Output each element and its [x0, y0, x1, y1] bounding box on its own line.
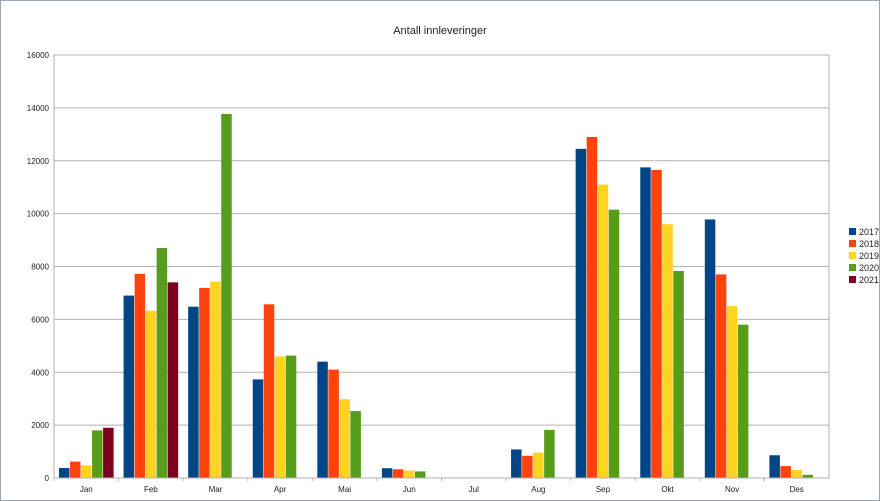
bar: [769, 455, 780, 478]
x-tick-label: Okt: [661, 485, 674, 494]
y-tick-label: 16000: [27, 51, 50, 60]
bar: [715, 274, 727, 478]
bar: [285, 355, 297, 478]
y-tick-label: 4000: [31, 368, 49, 377]
bar: [780, 466, 791, 478]
x-tick-label: Jan: [80, 485, 93, 494]
legend-swatch: [849, 276, 856, 283]
bar: [511, 449, 522, 478]
x-tick-label: Apr: [274, 485, 287, 494]
x-tick-label: Des: [790, 485, 804, 494]
bar: [339, 399, 350, 478]
y-tick-label: 14000: [27, 104, 50, 113]
bar: [263, 304, 275, 478]
bar: [167, 282, 179, 478]
bar: [704, 219, 716, 478]
y-tick-label: 2000: [31, 421, 49, 430]
legend-label: 2017: [859, 227, 879, 237]
plot-area: [53, 54, 830, 479]
bar: [70, 461, 81, 478]
bar: [274, 356, 286, 478]
bar: [737, 324, 749, 478]
bar: [221, 113, 232, 478]
bar: [640, 167, 651, 478]
x-tick-label: Mai: [338, 485, 351, 494]
bar: [597, 184, 609, 478]
bar: [403, 470, 415, 478]
bar: [575, 148, 587, 478]
bar: [651, 170, 662, 479]
bar: [726, 306, 738, 478]
bar: [791, 470, 802, 478]
bar: [145, 310, 157, 478]
legend-swatch: [849, 252, 856, 259]
y-tick-label: 8000: [31, 263, 49, 272]
legend-label: 2018: [859, 239, 879, 249]
x-tick-label: Mar: [209, 485, 223, 494]
x-tick-label: Aug: [531, 485, 545, 494]
x-tick-label: Jun: [403, 485, 416, 494]
legend-swatch: [849, 240, 856, 247]
x-tick-label: Feb: [144, 485, 158, 494]
x-axis-ticks: Jan Feb Mar Apr Mai Jun Jul Aug Sep Okt Nov Des: [53, 478, 804, 494]
bar: [188, 306, 199, 478]
bar: [92, 430, 103, 478]
bar: [210, 281, 221, 478]
legend-swatch: [849, 264, 856, 271]
bar: [328, 369, 339, 478]
legend-label: 2019: [859, 251, 879, 261]
bar: [58, 467, 70, 478]
bars: [58, 113, 813, 479]
y-tick-label: 10000: [27, 210, 50, 219]
bar: [103, 427, 114, 478]
legend: 2017 2018 2019 2020 2021: [849, 227, 879, 285]
bar: [673, 270, 684, 478]
bar: [156, 247, 168, 478]
x-tick-label: Nov: [725, 485, 739, 494]
y-tick-label: 0: [45, 474, 50, 483]
bar: [414, 471, 426, 478]
bar: [252, 379, 264, 478]
bar: [586, 136, 598, 479]
bar: [802, 474, 813, 478]
bar: [544, 429, 555, 478]
y-axis-ticks: 0 2000 4000 6000 8000 10000 12000 14000 16000: [27, 51, 50, 483]
bar: [123, 295, 135, 478]
y-tick-label: 12000: [27, 157, 50, 166]
bar: [199, 287, 210, 478]
bar: [522, 455, 533, 478]
bar: [350, 411, 361, 478]
bar: [662, 224, 673, 478]
bar: [533, 452, 544, 478]
legend-label: 2021: [859, 275, 879, 285]
bar: [608, 209, 620, 479]
legend-label: 2020: [859, 263, 879, 273]
bar: [81, 465, 92, 478]
bar: [381, 468, 393, 478]
x-tick-label: Sep: [596, 485, 611, 494]
y-tick-label: 6000: [31, 315, 49, 324]
bar: [134, 273, 146, 478]
bar: [392, 469, 404, 478]
chart-title: Antall innleveringer: [393, 25, 487, 37]
legend-swatch: [849, 228, 856, 235]
x-tick-label: Jul: [469, 485, 479, 494]
bar: [317, 361, 328, 478]
